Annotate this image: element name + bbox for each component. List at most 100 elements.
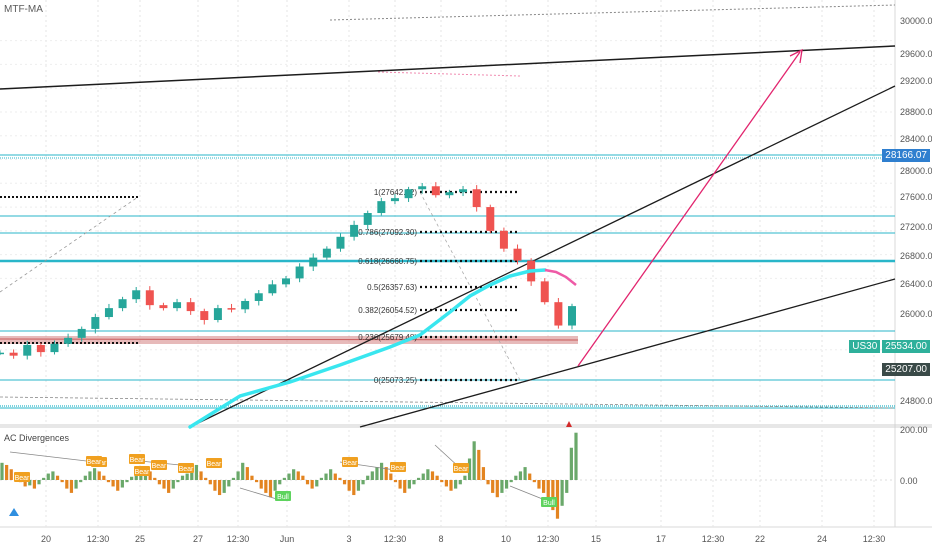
candle-body [499,230,508,249]
oscillator-bar [190,469,194,480]
oscillator-bar [92,468,97,480]
price-axis-tick: 29200.00 [900,76,932,86]
oscillator-bar [569,447,573,480]
oscillator-bar [315,480,319,487]
bear-tag-label: Bear [152,463,167,470]
dashed-diagonal-left [0,196,139,293]
candle-body [268,284,277,294]
tradingview-logo-icon [9,508,19,516]
oscillator-bar [555,480,560,519]
bear-tag-label: Bear [391,465,406,472]
time-axis-tick: 27 [193,534,203,544]
time-axis-tick: 12:30 [863,534,886,544]
fib-level-label: 0.382(26054.52) [358,306,417,315]
top-dotted-line [329,4,896,21]
time-axis-tick: 24 [817,534,827,544]
oscillator-bar [65,480,69,489]
oscillator-bar [398,480,402,489]
oscillator-bar [236,471,240,480]
oscillator-bar [352,480,356,496]
red-band-line [0,338,579,341]
price-axis-tick: 28800.00 [900,107,932,117]
oscillator-bar [227,480,231,487]
oscillator-bar [296,471,300,480]
candle-body [9,352,18,356]
projection-arrow-head [789,48,803,64]
main-indicator-title: MTF-MA [4,4,43,15]
price-axis-tick: 27200.00 [900,222,932,232]
candle-body [64,337,73,344]
oscillator-bar [319,477,324,480]
time-axis-tick: 12:30 [227,534,250,544]
pink-dotted-line [377,71,521,77]
oscillator-bar [97,471,101,480]
candle-body [173,302,182,309]
time-axis-tick: 8 [438,534,443,544]
oscillator-bar [125,480,129,483]
oscillator-bar [440,480,444,483]
candle-body [486,207,495,231]
candle-body [568,306,576,326]
sub-indicator-title: AC Divergences [4,433,70,443]
oscillator-bar [194,464,199,480]
oscillator-bar [74,480,78,489]
trend-line-channel-lower [359,278,896,428]
oscillator-bar [310,480,314,489]
bear-tag-bg [129,454,145,464]
oscillator-bar [523,467,527,480]
oscillator-bar [28,480,32,486]
time-axis-tick: 10 [501,534,511,544]
oscillator-bar [329,469,333,480]
oscillator-bar [208,480,212,485]
price-axis-tick: 27600.00 [900,192,932,202]
oscillator-bar [565,480,569,493]
candle-body [350,224,359,237]
bear-tag-label: Bear [130,457,145,464]
candle-body [36,344,45,353]
oscillator-bar [69,480,74,493]
oscillator-bar [324,473,328,480]
price-axis-tick: 30000.00 [900,16,932,26]
candle-body [295,266,304,279]
candle-body [23,344,32,356]
oscillator-bar [292,469,296,480]
bear-tag-label: Bear [87,459,102,466]
time-axis-tick: 25 [135,534,145,544]
oscillator-bar [88,471,92,480]
oscillator-bar [176,480,180,483]
oscillator-bar [273,480,277,491]
oscillator-bar [305,480,310,485]
oscillator-bar [111,480,115,487]
oscillator-bar [9,469,13,480]
price-tag-level: 28166.07 [882,149,930,162]
oscillator-bar [171,480,175,489]
trend-line-channel-upper [189,85,896,428]
oscillator-bar [217,480,222,496]
oscillator-bar [407,480,411,489]
oscillator-bar [32,480,37,489]
indicator-axis-tick: 0.00 [900,476,918,486]
oscillator-bar [504,480,509,489]
candle-body [213,308,222,321]
fib-level-label: 0(25073.25) [374,376,417,385]
projection-arrow-line [577,51,801,367]
oscillator-bar [116,480,120,491]
oscillator-bar [148,471,152,480]
trend-line-top [0,45,896,90]
candle-body [145,290,154,306]
candle-body [377,201,386,214]
oscillator-bar [157,480,161,485]
oscillator-bar [444,480,448,487]
oscillator-bar [421,473,425,480]
time-axis-tick: Jun [280,534,295,544]
candle-body [513,248,522,261]
candle-body [390,198,399,202]
oscillator-bar [180,475,185,480]
bear-tag-label: Bear [15,475,30,482]
oscillator-bar [560,480,564,506]
oscillator-bar [60,480,64,483]
bear-tag-bg [86,456,102,466]
oscillator-bar [356,480,361,491]
oscillator-bar [83,475,87,480]
